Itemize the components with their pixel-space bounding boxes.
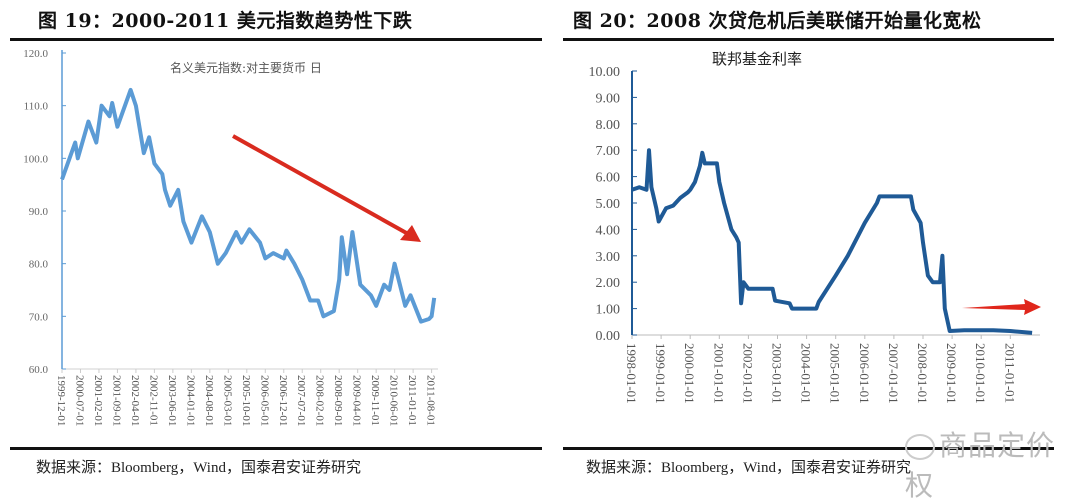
x-tick-label: 2006-12-01 — [277, 375, 289, 426]
y-tick-label: 100.0 — [23, 153, 48, 165]
x-tick-label: 2004-08-01 — [203, 375, 215, 426]
y-tick-label: 110.0 — [24, 101, 49, 113]
chart-title: 联邦基金利率 — [712, 50, 802, 68]
top-rule-left — [10, 38, 542, 41]
source-note-left: 数据来源：Bloomberg，Wind，国泰君安证券研究 — [36, 460, 361, 476]
x-tick-label: 2000-07-01 — [73, 375, 85, 426]
x-tick-label: 2006-01-01 — [857, 343, 872, 404]
x-tick-label: 2009-01-01 — [944, 343, 959, 404]
usd-index-line — [60, 87, 437, 324]
fed-funds-rate-line — [631, 148, 1033, 335]
y-tick-label: 0.00 — [596, 329, 621, 344]
x-tick-label: 2010-01-01 — [973, 343, 988, 404]
x-tick-label: 2004-01-01 — [799, 343, 814, 404]
trend-arrow-head — [400, 225, 421, 242]
y-tick-label: 8.00 — [596, 118, 621, 133]
y-tick-label: 90.0 — [29, 206, 49, 218]
watermark: 商品定价权 — [905, 424, 1080, 504]
y-tick-label: 5.00 — [596, 197, 621, 212]
x-tick-label: 2008-09-01 — [332, 375, 344, 426]
y-tick-label: 80.0 — [29, 259, 49, 271]
y-tick-label: 9.00 — [596, 91, 621, 106]
x-tick-label: 2007-01-01 — [886, 343, 901, 404]
y-tick-label: 10.00 — [589, 65, 621, 80]
x-tick-label: 1998-01-01 — [624, 343, 639, 404]
x-tick-label: 2005-01-01 — [828, 343, 843, 404]
y-tick-label: 6.00 — [596, 171, 621, 186]
x-tick-label: 2009-11-01 — [369, 375, 381, 426]
wechat-icon — [905, 434, 935, 460]
y-tick-label: 120.0 — [23, 48, 48, 60]
y-tick-label: 7.00 — [596, 144, 621, 159]
x-tick-label: 2001-01-01 — [711, 343, 726, 404]
x-tick-label: 2003-06-01 — [166, 375, 178, 426]
x-tick-label: 2008-01-01 — [915, 343, 930, 404]
bottom-rule-left — [10, 447, 542, 450]
x-tick-label: 2002-04-01 — [129, 375, 141, 426]
x-tick-label: 1999-12-01 — [55, 375, 67, 426]
x-tick-label: 2001-09-01 — [110, 375, 122, 426]
x-tick-label: 2000-01-01 — [682, 343, 697, 404]
source-note-right: 数据来源：Bloomberg，Wind，国泰君安证券研究 — [586, 460, 911, 476]
x-tick-label: 2011-08-01 — [425, 375, 437, 426]
x-tick-label: 2011-01-01 — [1002, 343, 1017, 403]
x-tick-label: 2005-03-01 — [221, 375, 233, 426]
x-tick-label: 2010-06-01 — [388, 375, 400, 426]
x-tick-label: 2007-07-01 — [295, 375, 307, 426]
y-tick-label: 1.00 — [596, 303, 621, 318]
y-tick-label: 3.00 — [596, 250, 621, 265]
x-tick-label: 2003-01-01 — [770, 343, 785, 404]
x-tick-label: 2002-01-01 — [740, 343, 755, 404]
x-tick-label: 2008-02-01 — [314, 375, 326, 426]
bottom-rule-right — [563, 447, 1054, 450]
x-tick-label: 1999-01-01 — [653, 343, 668, 404]
x-tick-label: 2004-01-01 — [184, 375, 196, 426]
y-tick-label: 2.00 — [596, 276, 621, 291]
trend-arrow — [962, 299, 1041, 315]
y-tick-label: 70.0 — [29, 311, 49, 323]
x-tick-label: 2005-10-01 — [240, 375, 252, 426]
y-tick-label: 4.00 — [596, 223, 621, 238]
x-tick-label: 2011-01-01 — [406, 375, 418, 426]
x-tick-label: 2006-05-01 — [258, 375, 270, 426]
trend-arrow-shaft — [232, 134, 411, 237]
top-rule-right — [563, 38, 1054, 41]
charts-canvas: 60.0 70.0 80.0 90.0 100.0 110.0 120.0 1999-12-0… — [23, 48, 1041, 426]
x-tick-label: 2002-11-01 — [147, 375, 159, 426]
figure-19-title: 图 19：2000-2011 美元指数趋势性下跌 — [38, 10, 413, 32]
x-tick-label: 2001-02-01 — [92, 375, 104, 426]
y-tick-label: 60.0 — [29, 364, 49, 376]
figure-20-title: 图 20：2008 次贷危机后美联储开始量化宽松 — [573, 10, 982, 32]
chart-title: 名义美元指数:对主要货币 日 — [170, 60, 322, 75]
x-tick-label: 2009-04-01 — [351, 375, 363, 426]
